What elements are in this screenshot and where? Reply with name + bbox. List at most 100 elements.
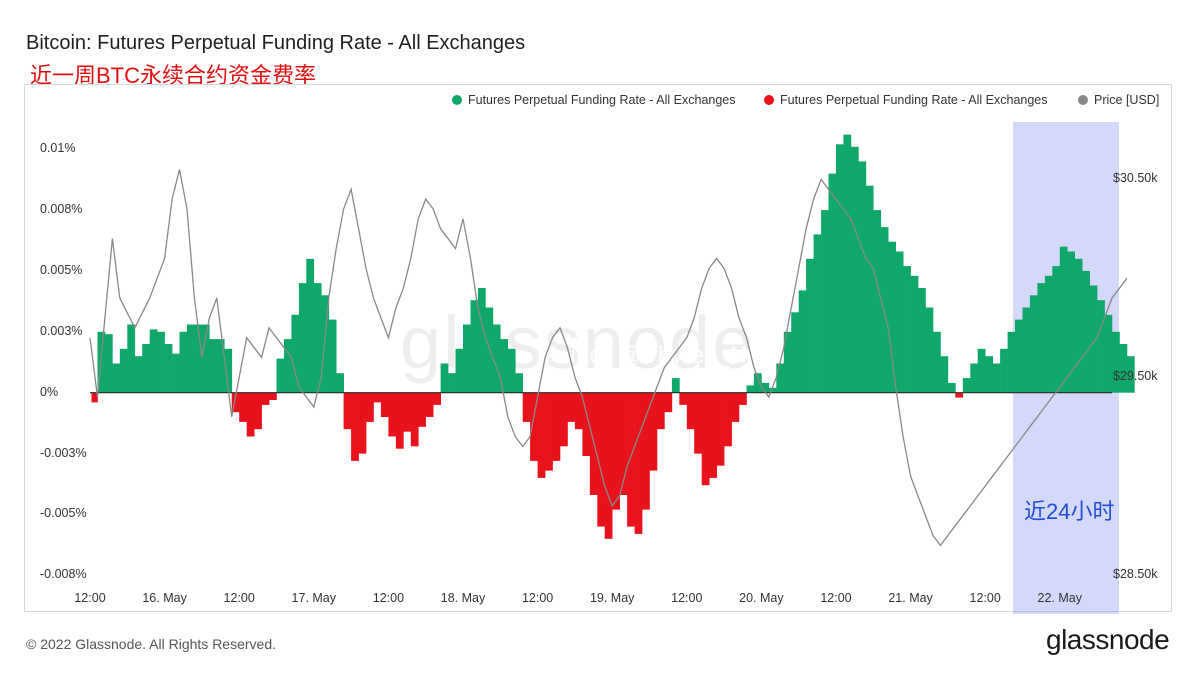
funding-rate-bar-negative <box>231 392 240 413</box>
funding-rate-bar-positive <box>306 258 315 393</box>
funding-rate-bar-positive <box>1104 314 1113 393</box>
legend-item-price[interactable]: Price [USD] <box>1078 92 1159 108</box>
funding-rate-bar-positive <box>112 363 121 393</box>
legend-item-positive[interactable]: Futures Perpetual Funding Rate - All Exc… <box>452 92 736 108</box>
x-tick-label: 19. May <box>589 591 635 605</box>
legend-dot-icon <box>452 95 462 105</box>
funding-rate-bar-positive <box>470 300 479 393</box>
funding-rate-bar-negative <box>522 392 531 422</box>
funding-rate-bar-positive <box>1119 344 1128 393</box>
x-tick-label: 12:00 <box>820 591 852 605</box>
funding-rate-bar-positive <box>1097 300 1105 393</box>
chart-title: Bitcoin: Futures Perpetual Funding Rate … <box>26 32 526 54</box>
legend-label: Futures Perpetual Funding Rate - All Exc… <box>780 93 1048 107</box>
funding-rate-bar-negative <box>91 392 98 403</box>
funding-rate-bar-negative <box>739 392 747 405</box>
funding-rate-bar-positive <box>119 348 128 393</box>
funding-rate-bar-negative <box>731 392 740 422</box>
funding-rate-bar-positive <box>448 373 456 393</box>
funding-rate-bar-positive <box>671 378 680 393</box>
funding-rate-bar-negative <box>425 392 434 417</box>
funding-rate-bar-positive <box>843 134 852 393</box>
funding-rate-bar-positive <box>1007 331 1016 393</box>
y-right-tick-label: $28.50k <box>1113 567 1158 582</box>
funding-rate-bar-positive <box>298 283 307 393</box>
x-tick-label: 12:00 <box>372 591 405 605</box>
funding-rate-bar-positive <box>284 339 292 393</box>
funding-rate-bar-positive <box>276 358 285 393</box>
funding-rate-bar-negative <box>582 392 591 456</box>
y-left-tick-label: 0.01% <box>40 141 76 156</box>
funding-rate-bar-negative <box>597 392 606 527</box>
funding-rate-bar-negative <box>664 392 673 413</box>
funding-rate-bar-negative <box>552 392 561 461</box>
funding-rate-bar-positive <box>1015 319 1023 393</box>
legend-item-negative[interactable]: Futures Perpetual Funding Rate - All Exc… <box>764 92 1048 108</box>
funding-rate-bar-positive <box>806 258 814 393</box>
legend-dot-icon <box>764 95 774 105</box>
funding-rate-bar-positive <box>1112 331 1120 393</box>
funding-rate-bar-positive <box>753 373 762 393</box>
funding-rate-bar-negative <box>388 392 397 437</box>
funding-rate-bar-negative <box>679 392 688 405</box>
funding-rate-bars <box>91 134 1135 539</box>
funding-rate-bar-positive <box>492 324 501 393</box>
funding-rate-bar-positive <box>768 387 777 393</box>
funding-rate-bar-positive <box>172 353 180 393</box>
funding-rate-bar-positive <box>970 363 979 393</box>
funding-rate-bar-negative <box>627 392 635 527</box>
funding-rate-bar-positive <box>1029 295 1038 393</box>
funding-rate-bar-positive <box>888 241 896 393</box>
funding-rate-bar-positive <box>873 210 882 393</box>
funding-rate-bar-positive <box>291 314 300 393</box>
glassnode-logo: glassnode <box>1046 624 1170 655</box>
funding-rate-bar-positive <box>858 161 867 393</box>
funding-rate-bar-positive <box>463 324 471 393</box>
funding-rate-bar-positive <box>515 373 523 393</box>
funding-rate-bar-positive <box>776 363 785 393</box>
funding-rate-bar-negative <box>709 392 717 478</box>
funding-rate-bar-positive <box>865 185 874 393</box>
x-tick-label: 22. May <box>1037 591 1082 605</box>
funding-rate-bar-positive <box>791 312 799 393</box>
funding-rate-bar-positive <box>813 234 822 393</box>
funding-rate-bar-negative <box>254 392 262 430</box>
funding-rate-bar-positive <box>485 307 494 393</box>
funding-rate-bar-positive <box>328 319 337 393</box>
funding-rate-bar-positive <box>850 146 859 393</box>
x-tick-label: 12:00 <box>74 591 106 605</box>
funding-rate-bar-negative <box>239 392 247 422</box>
funding-rate-bar-positive <box>977 348 986 393</box>
y-right-tick-label: $30.50k <box>1113 171 1158 186</box>
legend-label: Futures Perpetual Funding Rate - All Exc… <box>468 93 736 107</box>
funding-rate-bar-positive <box>761 382 770 393</box>
funding-rate-bar-positive <box>104 334 113 393</box>
funding-rate-bar-negative <box>410 392 419 447</box>
funding-rate-bar-positive <box>321 295 330 393</box>
funding-rate-bar-positive <box>224 348 233 393</box>
funding-rate-bar-negative <box>537 392 546 478</box>
funding-rate-bar-positive <box>440 363 449 393</box>
copyright-notice: © 2022 Glassnode. All Rights Reserved. <box>26 636 277 652</box>
funding-rate-bar-positive <box>836 144 844 393</box>
chart-frame <box>24 84 1172 612</box>
funding-rate-bar-positive <box>477 288 486 393</box>
y-right-tick-label: $29.50k <box>1113 369 1158 384</box>
funding-rate-bar-positive <box>149 329 158 393</box>
y-left-tick-label: -0.008% <box>40 567 87 582</box>
x-tick-label: 12:00 <box>521 591 554 605</box>
funding-rate-bar-positive <box>985 356 993 393</box>
y-left-tick-label: -0.005% <box>40 506 87 521</box>
funding-rate-bar-negative <box>395 392 404 449</box>
funding-rate-bar-positive <box>947 382 956 393</box>
x-tick-label: 20. May <box>739 591 784 605</box>
funding-rate-bar-positive <box>1059 246 1068 393</box>
y-left-tick-label: 0.003% <box>40 323 83 338</box>
x-tick-label: 21. May <box>888 591 933 605</box>
funding-rate-bar-negative <box>612 392 620 510</box>
chart-subtitle: 近一周BTC永续合约资金费率 <box>30 63 317 88</box>
legend-label: Price [USD] <box>1094 93 1160 107</box>
funding-rate-bar-negative <box>716 392 725 466</box>
funding-rate-bar-negative <box>604 392 613 539</box>
